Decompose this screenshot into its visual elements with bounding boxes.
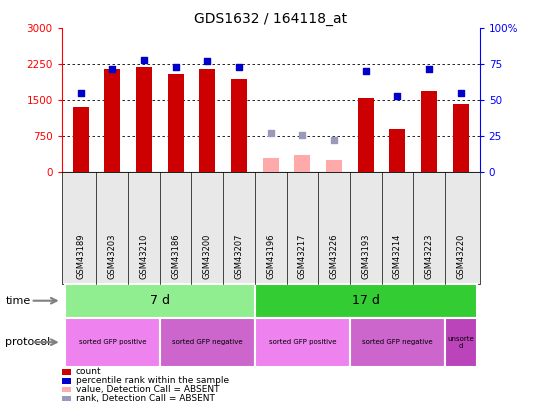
Bar: [168, 74, 183, 172]
Bar: [105, 69, 120, 172]
Text: count: count: [76, 367, 101, 376]
Bar: [390, 129, 405, 172]
Text: unsorte
d: unsorte d: [448, 336, 474, 349]
Point: [330, 137, 338, 144]
Bar: [73, 107, 88, 172]
Bar: [453, 104, 468, 172]
Text: GSM43189: GSM43189: [76, 234, 85, 279]
Title: GDS1632 / 164118_at: GDS1632 / 164118_at: [194, 12, 347, 26]
Point: [266, 130, 275, 136]
Text: 17 d: 17 d: [352, 294, 379, 307]
Point: [361, 68, 370, 75]
Text: sorted GFP negative: sorted GFP negative: [172, 339, 243, 345]
Text: rank, Detection Call = ABSENT: rank, Detection Call = ABSENT: [76, 394, 214, 403]
Text: GSM43210: GSM43210: [139, 234, 148, 279]
Text: protocol: protocol: [5, 337, 50, 347]
Point: [425, 65, 433, 72]
Bar: [136, 67, 152, 172]
Bar: [294, 156, 310, 172]
Point: [172, 64, 180, 70]
Text: GSM43196: GSM43196: [266, 234, 275, 279]
Text: GSM43207: GSM43207: [235, 234, 243, 279]
Text: GSM43203: GSM43203: [108, 234, 117, 279]
Text: sorted GFP negative: sorted GFP negative: [362, 339, 433, 345]
Text: GSM43220: GSM43220: [456, 234, 465, 279]
Bar: [326, 160, 342, 172]
Text: sorted GFP positive: sorted GFP positive: [269, 339, 336, 345]
Text: GSM43217: GSM43217: [298, 234, 307, 279]
Point: [140, 57, 148, 63]
Text: GSM43226: GSM43226: [330, 234, 339, 279]
Text: GSM43186: GSM43186: [171, 234, 180, 279]
Point: [457, 90, 465, 96]
Text: GSM43223: GSM43223: [425, 234, 434, 279]
Text: sorted GFP positive: sorted GFP positive: [79, 339, 146, 345]
Text: time: time: [5, 296, 31, 306]
Text: 7 d: 7 d: [150, 294, 170, 307]
Bar: [358, 98, 374, 172]
Bar: [263, 158, 279, 172]
Text: GSM43200: GSM43200: [203, 234, 212, 279]
Point: [393, 93, 401, 99]
Text: GSM43193: GSM43193: [361, 234, 370, 279]
Bar: [421, 91, 437, 172]
Point: [298, 132, 307, 138]
Point: [108, 65, 117, 72]
Point: [235, 64, 243, 70]
Point: [76, 90, 85, 96]
Bar: [199, 69, 215, 172]
Point: [203, 58, 212, 65]
Bar: [231, 79, 247, 172]
Text: GSM43214: GSM43214: [393, 234, 402, 279]
Text: percentile rank within the sample: percentile rank within the sample: [76, 376, 229, 385]
Text: value, Detection Call = ABSENT: value, Detection Call = ABSENT: [76, 385, 219, 394]
